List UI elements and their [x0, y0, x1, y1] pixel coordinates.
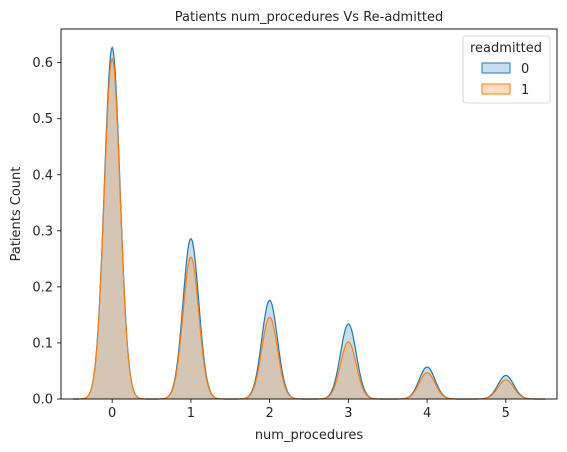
- density-fill-0: [72, 47, 546, 399]
- x-axis-label: num_procedures: [255, 428, 364, 443]
- y-tick-label-4: 0.4: [32, 168, 53, 183]
- chart-title: Patients num_procedures Vs Re-admitted: [175, 10, 444, 25]
- x-tick-label-0: 0: [108, 406, 116, 421]
- legend-label-1: 1: [521, 83, 529, 98]
- legend-swatch-1: [481, 83, 511, 95]
- x-tick-label-3: 3: [344, 406, 352, 421]
- x-axis-ticks: 0 1 2 3 4 5: [108, 399, 510, 421]
- plot-frame: [60, 28, 558, 400]
- y-tick-label-6: 0.6: [32, 56, 53, 71]
- legend-frame: [462, 35, 551, 104]
- y-axis-ticks: 0.0 0.1 0.2 0.3 0.4 0.5 0.6: [32, 56, 61, 408]
- y-tick-label-3: 0.3: [32, 224, 53, 239]
- legend: readmitted 0 1: [462, 35, 551, 104]
- y-axis-label: Patients Count: [9, 167, 24, 262]
- y-tick-label-0: 0.0: [32, 393, 53, 408]
- y-tick-label-1: 0.1: [32, 336, 53, 351]
- y-tick-label-5: 0.5: [32, 112, 53, 127]
- legend-title: readmitted: [470, 41, 542, 56]
- density-fill-1: [72, 58, 546, 400]
- legend-label-0: 0: [521, 62, 529, 77]
- legend-swatch-0: [481, 62, 511, 74]
- x-tick-label-4: 4: [423, 406, 431, 421]
- density-line-1: [72, 57, 546, 400]
- x-tick-label-1: 1: [187, 406, 195, 421]
- x-tick-label-5: 5: [502, 406, 510, 421]
- x-tick-label-2: 2: [265, 406, 273, 421]
- y-tick-label-2: 0.2: [32, 280, 53, 295]
